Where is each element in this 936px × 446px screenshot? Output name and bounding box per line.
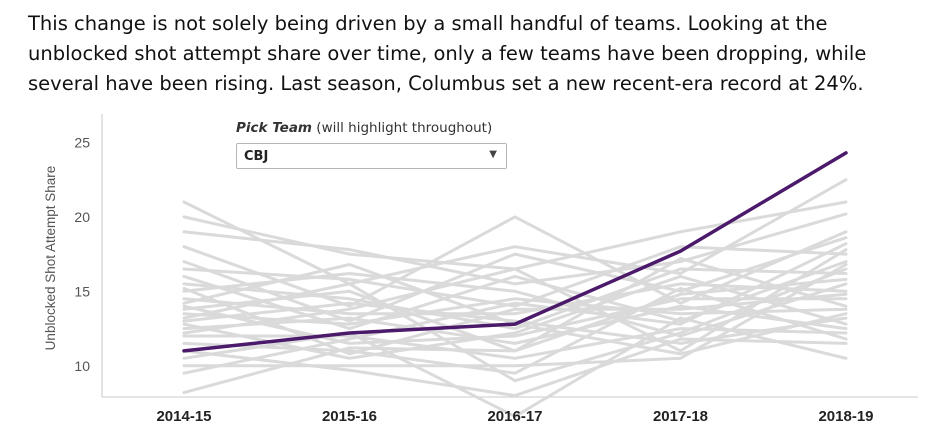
x-tick-label: 2014-15	[156, 408, 211, 425]
y-tick-label: 10	[74, 358, 90, 374]
team-line-1	[182, 178, 848, 286]
team-line-23	[182, 277, 848, 395]
team-select-value: CBJ	[244, 149, 269, 164]
team-select[interactable]: CBJ ▼	[236, 143, 507, 169]
intro-line-1: This change is not solely being driven b…	[28, 12, 828, 35]
intro-text: This change is not solely being driven b…	[28, 9, 928, 99]
team-line-22	[182, 242, 848, 375]
x-tick-label: 2015-16	[322, 408, 377, 425]
team-line-14	[182, 301, 848, 345]
y-tick-label: 25	[74, 134, 90, 150]
team-line-25	[182, 248, 848, 353]
team-line-7	[182, 260, 848, 331]
team-line-16	[182, 304, 848, 345]
y-tick-label: 20	[74, 209, 90, 225]
team-line-21	[182, 263, 848, 368]
team-picker-label-bold: Pick Team	[236, 120, 313, 136]
y-tick-label: 15	[74, 283, 90, 299]
team-line-20	[182, 316, 848, 418]
team-line-27	[182, 267, 848, 383]
y-axis-title: Unblocked Shot Attempt Share	[43, 166, 58, 351]
x-tick-label: 2016-17	[487, 408, 542, 425]
team-line-26	[182, 286, 848, 356]
highlighted-team-line	[182, 151, 848, 353]
team-picker: Pick Team (will highlight throughout) CB…	[236, 120, 507, 169]
team-line-3	[182, 212, 848, 286]
intro-line-2: unblocked shot attempt share over time, …	[28, 42, 867, 65]
x-tick-label: 2017-18	[653, 408, 708, 425]
chevron-down-icon: ▼	[489, 149, 497, 160]
x-tick-label: 2018-19	[818, 408, 873, 425]
team-picker-label-rest: (will highlight throughout)	[312, 120, 493, 136]
team-picker-label: Pick Team (will highlight throughout)	[236, 120, 492, 136]
intro-line-3: several have been rising. Last season, C…	[28, 72, 864, 95]
team-line-4	[182, 215, 848, 308]
